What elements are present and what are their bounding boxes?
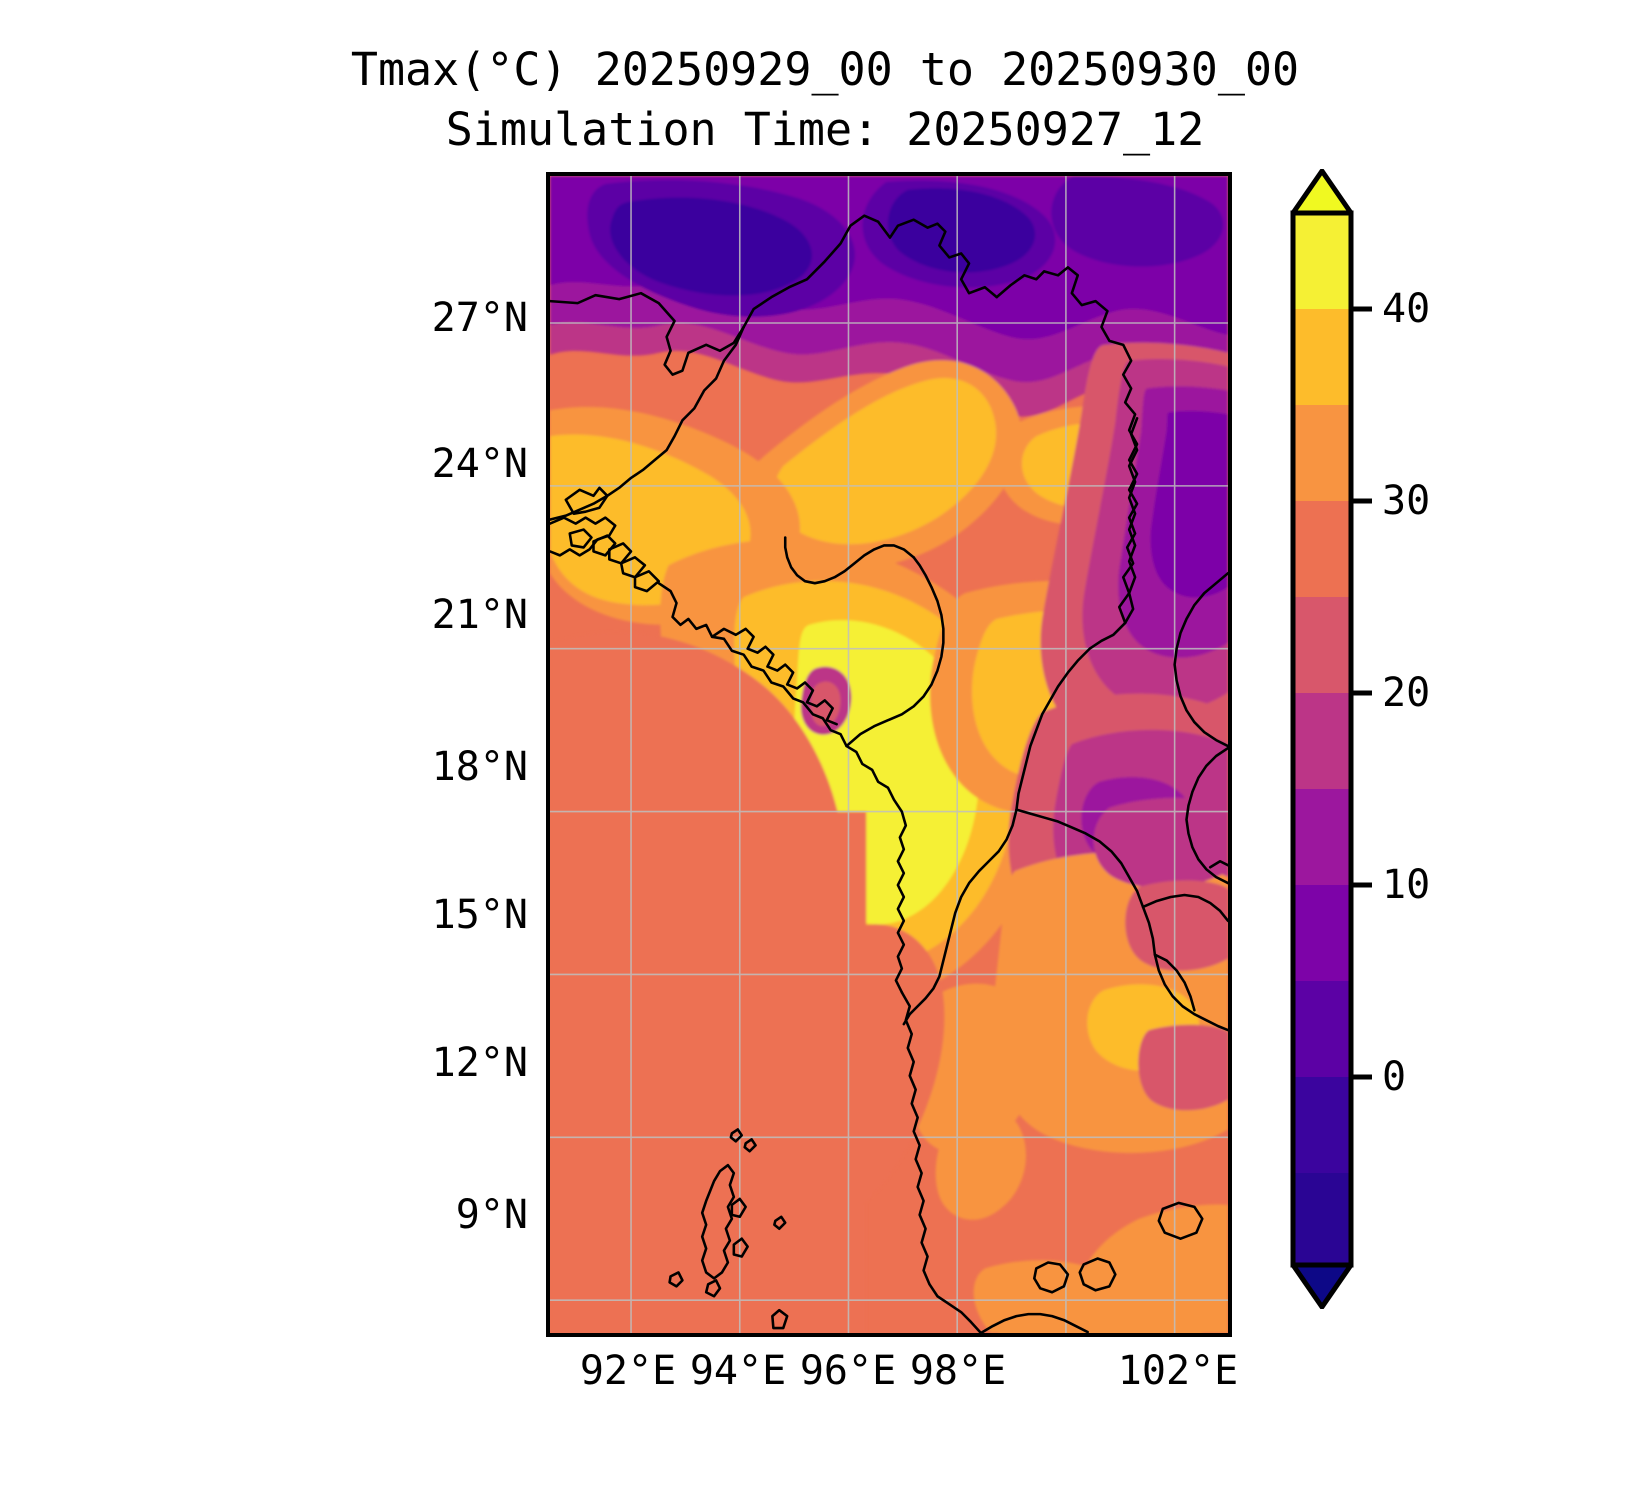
temperature-contour-map [550,176,1228,1333]
x-tick-label-98E: 98°E [909,1348,1007,1394]
y-tick-label-21N: 21°N [431,592,528,638]
y-tick-label-9N: 9°N [455,1192,528,1238]
colorbar-ticks [1351,306,1372,1080]
colorbar-band-5-10 [1293,885,1351,981]
colorbar-tick-label-10: 10 [1382,862,1431,908]
colorbar-band-35-40 [1293,309,1351,405]
map-axes [546,172,1232,1337]
colorbar-band-15-20 [1293,693,1351,789]
colorbar [1290,169,1372,1309]
y-tick-label-15N: 15°N [431,892,528,938]
title-line-1: Tmax(°C) 20250929_00 to 20250930_00 [350,43,1300,96]
title-line-2: Simulation Time: 20250927_12 [445,103,1205,156]
y-tick-label-27N: 27°N [431,295,528,341]
y-tick-label-18N: 18°N [431,744,528,790]
colorbar-band-40-45 [1293,213,1351,309]
colorbar-band-25-30 [1293,501,1351,597]
y-tick-label-24N: 24°N [431,441,528,487]
colorbar-tick-label-20: 20 [1382,670,1431,716]
x-tick-label-94E: 94°E [689,1348,787,1394]
x-tick-label-92E: 92°E [579,1348,677,1394]
colorbar-band-extend-low [1293,1173,1351,1265]
triangle-up-icon [1290,169,1354,216]
colorbar-band-10-15 [1293,789,1351,885]
colorbar-band-20-25 [1293,597,1351,693]
colorbar-svg [1290,169,1372,1309]
coastline-border-layer [550,214,1228,1333]
colorbar-tick-label-40: 40 [1382,286,1431,332]
map-gridlines [550,176,1228,1333]
contour-fill-layer [550,176,1228,1333]
colorbar-tick-label-30: 30 [1382,478,1431,524]
colorbar-band-30-35 [1293,405,1351,501]
y-tick-label-12N: 12°N [431,1040,528,1086]
chart-title: Tmax(°C) 20250929_00 to 20250930_00 Simu… [0,40,1650,160]
x-tick-label-102E: 102°E [1117,1348,1239,1394]
colorbar-tick-label-0: 0 [1382,1054,1407,1100]
colorbar-band-0-5 [1293,981,1351,1077]
colorbar-band-m5-0 [1293,1077,1351,1173]
x-tick-label-96E: 96°E [799,1348,897,1394]
triangle-down-icon [1290,1262,1354,1309]
